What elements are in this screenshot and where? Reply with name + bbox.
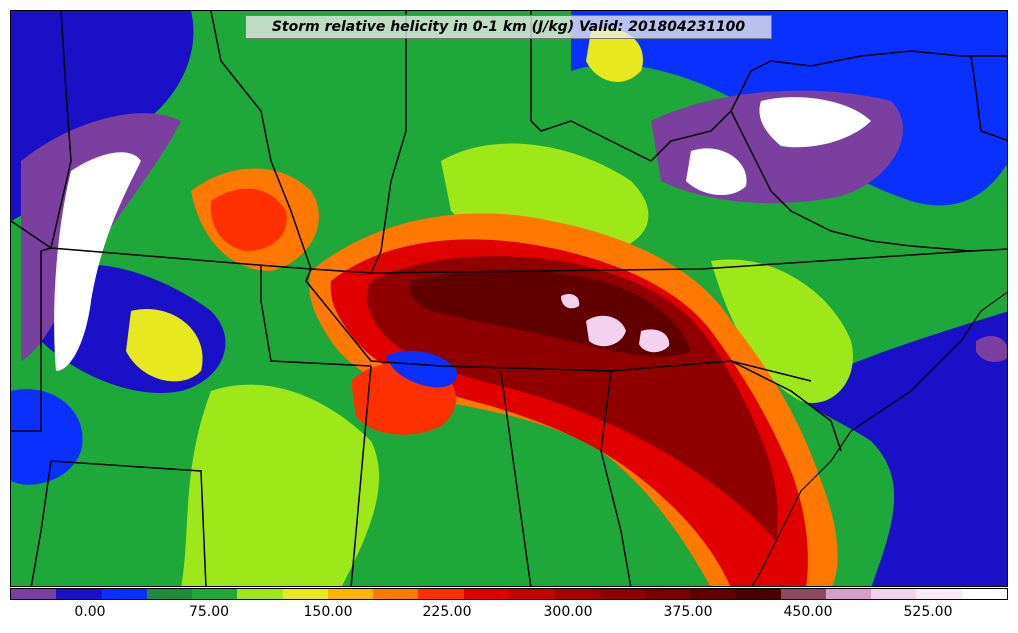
white-region-northeast <box>686 97 871 196</box>
colorbar-tick-label: 75.00 <box>188 604 230 620</box>
colorbar-segment <box>56 589 102 599</box>
pink-peaks-tn <box>561 294 670 353</box>
colorbar-segment <box>373 589 419 599</box>
colorbar-segment <box>961 589 1007 599</box>
colorbar-tick-label: 300.00 <box>543 604 593 620</box>
colorbar-tick-label: 225.00 <box>422 604 472 620</box>
yellow-patch-southwest <box>126 309 203 382</box>
colorbar-segment <box>508 589 555 599</box>
colorbar-segment <box>689 589 736 599</box>
colorbar-tick-label: 450.00 <box>783 604 833 620</box>
map-title-box: Storm relative helicity in 0-1 km (J/kg)… <box>245 15 772 39</box>
white-region-west <box>54 152 141 371</box>
red-region-missouri <box>210 188 287 251</box>
colorbar-tick-label: 525.00 <box>903 604 953 620</box>
blue-eye-swirl <box>386 350 457 388</box>
colorbar-segment <box>11 589 57 599</box>
map-canvas <box>11 11 1007 586</box>
map-title: Storm relative helicity in 0-1 km (J/kg)… <box>271 19 746 35</box>
colorbar-segment <box>554 589 600 599</box>
colorbar-segment <box>101 589 147 599</box>
state-borders <box>11 11 1007 586</box>
coastline <box>751 291 1007 586</box>
lime-band-east <box>711 259 853 403</box>
colorbar-segment <box>327 589 374 599</box>
lime-band-south <box>181 384 379 586</box>
colorbar-segment <box>825 589 872 599</box>
helicity-map <box>10 10 1008 587</box>
colorbar-segment <box>237 589 283 599</box>
colorbar-segment <box>146 589 193 599</box>
colorbar-tick-label: 375.00 <box>663 604 713 620</box>
colorbar-segment <box>418 589 464 599</box>
colorbar-segment <box>599 589 645 599</box>
colorbar-segment <box>192 589 238 599</box>
colorbar-segment <box>871 589 917 599</box>
colorbar-segment <box>644 589 690 599</box>
colorbar-segment <box>282 589 328 599</box>
purple-patch-southeast <box>976 336 1007 362</box>
yellow-patch-north <box>586 28 643 82</box>
colorbar-segment <box>916 589 962 599</box>
colorbar-tick-label: 0.00 <box>74 604 106 620</box>
colorbar <box>10 588 1008 600</box>
colorbar-segment <box>463 589 509 599</box>
colorbar-segment <box>735 589 781 599</box>
colorbar-segment <box>780 589 826 599</box>
blue-region-southwest <box>11 389 83 485</box>
colorbar-tick-label: 150.00 <box>303 604 353 620</box>
